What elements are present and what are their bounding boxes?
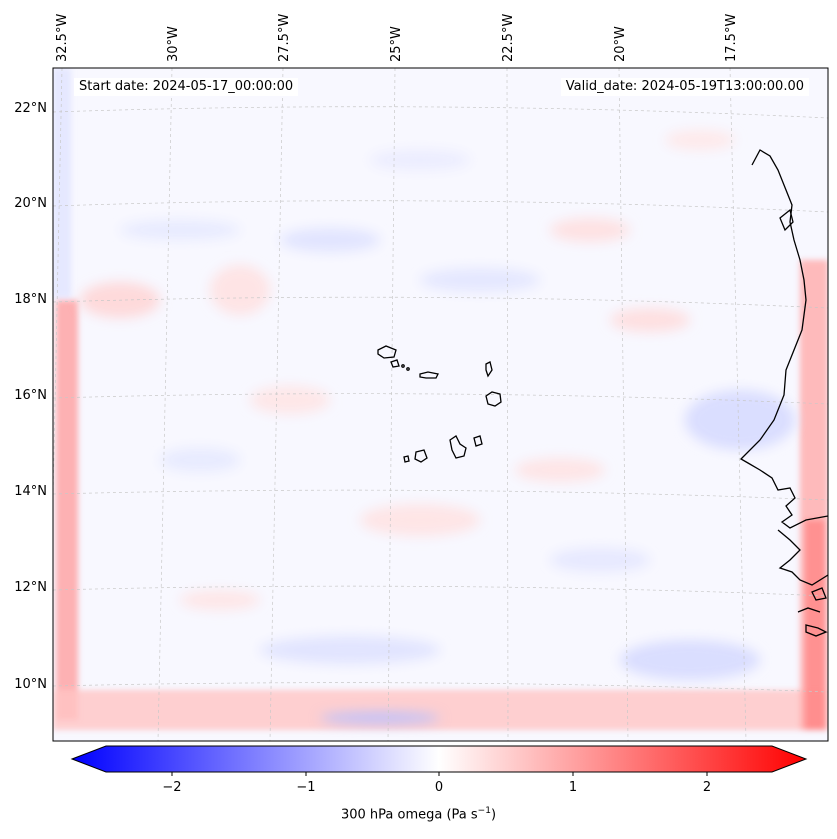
- island-santo-antao: [377, 345, 397, 359]
- colorbar-tick-label: −2: [162, 780, 181, 795]
- lat-label-22n: 22°N: [14, 101, 47, 116]
- graticule: [53, 68, 828, 741]
- lon-label-25w: 25°W: [389, 26, 404, 62]
- longitude-labels: 32.5°W 30°W 27.5°W 25°W 22.5°W 20°W 17.5…: [55, 14, 739, 62]
- island-fogo: [414, 449, 428, 463]
- map-panel: [53, 68, 828, 741]
- colorbar-label-end: ): [490, 807, 497, 823]
- lat-label-16n: 16°N: [14, 388, 47, 403]
- lat-label-20n: 20°N: [14, 196, 47, 211]
- colorbar-gradient: [70, 745, 808, 773]
- island-sal: [485, 361, 493, 378]
- latitude-labels: 22°N 20°N 18°N 16°N 14°N 12°N 10°N: [14, 101, 47, 692]
- lon-label-32-5w: 32.5°W: [55, 14, 70, 62]
- map-frame: [52, 67, 829, 742]
- west-africa-coast: [739, 149, 828, 529]
- colorbar-tick-label: 2: [703, 780, 711, 795]
- island-maio: [473, 435, 483, 447]
- lon-label-30w: 30°W: [166, 26, 181, 62]
- island-sao-nicolau: [419, 371, 439, 379]
- island-boa-vista: [485, 391, 502, 407]
- start-date-label: Start date: 2024-05-17_00:00:00: [74, 78, 299, 96]
- colorbar-label-main: 300 hPa omega (Pa s: [340, 807, 478, 823]
- island-brava: [403, 455, 410, 463]
- island-sao-vicente: [390, 359, 400, 368]
- colorbar-tick-label: −1: [296, 780, 315, 795]
- lat-label-18n: 18°N: [14, 292, 47, 307]
- island-santiago: [449, 435, 467, 459]
- colorbar-ticks: [171, 772, 708, 776]
- lon-label-17-5w: 17.5°W: [724, 14, 739, 62]
- coastline: [739, 149, 828, 637]
- lat-label-12n: 12°N: [14, 580, 47, 595]
- guinea-coast: [777, 529, 828, 586]
- lon-label-27-5w: 27.5°W: [277, 14, 292, 62]
- lat-label-10n: 10°N: [14, 677, 47, 692]
- colorbar-label: 300 hPa omega (Pa s−1): [0, 806, 837, 822]
- lon-label-22-5w: 22.5°W: [501, 14, 516, 62]
- colorbar-tick-label: 1: [569, 780, 577, 795]
- colorbar-tick-label: 0: [435, 780, 443, 795]
- omega-patches: [80, 130, 795, 724]
- omega-field: [53, 68, 828, 730]
- colorbar: −2 −1 0 1 2: [70, 745, 808, 795]
- cape-verde-islands: [377, 345, 502, 463]
- valid-date-label: Valid_date: 2024-05-19T13:00:00.00: [560, 78, 809, 96]
- lat-label-14n: 14°N: [14, 484, 47, 499]
- lon-label-20w: 20°W: [613, 26, 628, 62]
- colorbar-label-sup: −1: [477, 806, 491, 816]
